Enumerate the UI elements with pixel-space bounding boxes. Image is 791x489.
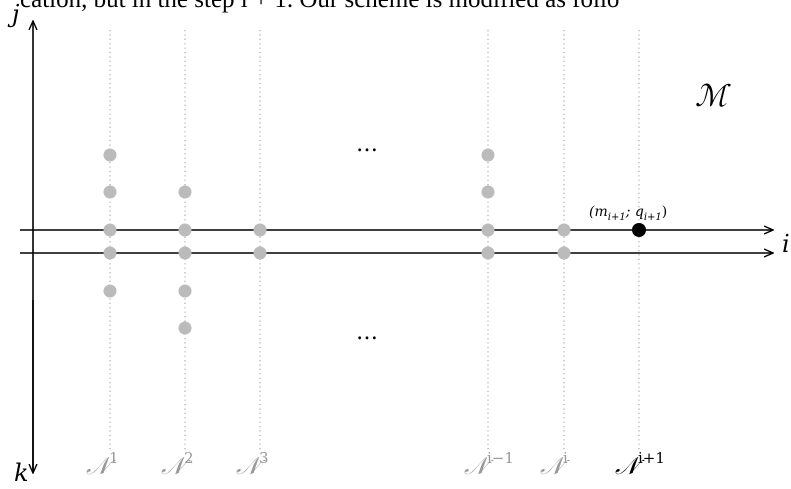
i-axis-label: i [782,230,790,258]
grid-dot [481,223,495,237]
grid-dot [253,246,267,260]
region-label: ℳ [695,79,731,114]
j-axis-label: j [7,0,20,28]
point-label-sub2: i+1 [644,212,662,223]
grid-dot [178,321,192,335]
grid-dot [481,246,495,260]
column-label-superscript: 1 [109,449,119,467]
grid-dot [103,148,117,162]
grid-dot [103,284,117,298]
grid-dot [178,284,192,298]
grid-dot [178,246,192,260]
column-label-superscript: 2 [184,449,194,467]
column-label-superscript: 3 [259,449,269,467]
column-label: 𝒩2 [161,449,194,480]
header-text: cation, but in the step i + 1. Our schem… [20,0,619,14]
column-label-superscript: i [563,449,568,467]
column-gridlines [109,30,640,450]
grid-dot [103,223,117,237]
point-label-close: ) [662,204,667,220]
ellipsis-bottom: … [356,320,378,345]
grid-dot [178,185,192,199]
column-labels: 𝒩1 𝒩2 𝒩3 𝒩i−1 𝒩i 𝒩i+1 [86,449,665,480]
column-label: 𝒩1 [86,449,119,480]
column-label-superscript: i−1 [487,449,514,467]
column-label: 𝒩i [540,449,570,480]
point-label-sub1: i+1 [608,212,626,223]
column-label-superscript: i+1 [638,449,665,467]
grid-dot [557,223,571,237]
grid-dot [103,185,117,199]
grid-dot [253,223,267,237]
point-label: (mi+1; qi+1) [589,204,667,223]
dots-layer [103,148,646,335]
column-label: 𝒩i−1 [464,449,514,480]
column-label: 𝒩i+1 [615,449,665,480]
ellipsis-top: … [356,132,378,157]
column-label: 𝒩3 [236,449,269,480]
grid-dot [557,246,571,260]
grid-dot [481,185,495,199]
k-axis-label: k [14,459,29,487]
point-label-sep: ; q [625,204,644,220]
grid-dot [481,148,495,162]
grid-dot [178,223,192,237]
active-point-dot [632,223,646,237]
point-label-open: (m [589,204,608,220]
grid-dot [103,246,117,260]
